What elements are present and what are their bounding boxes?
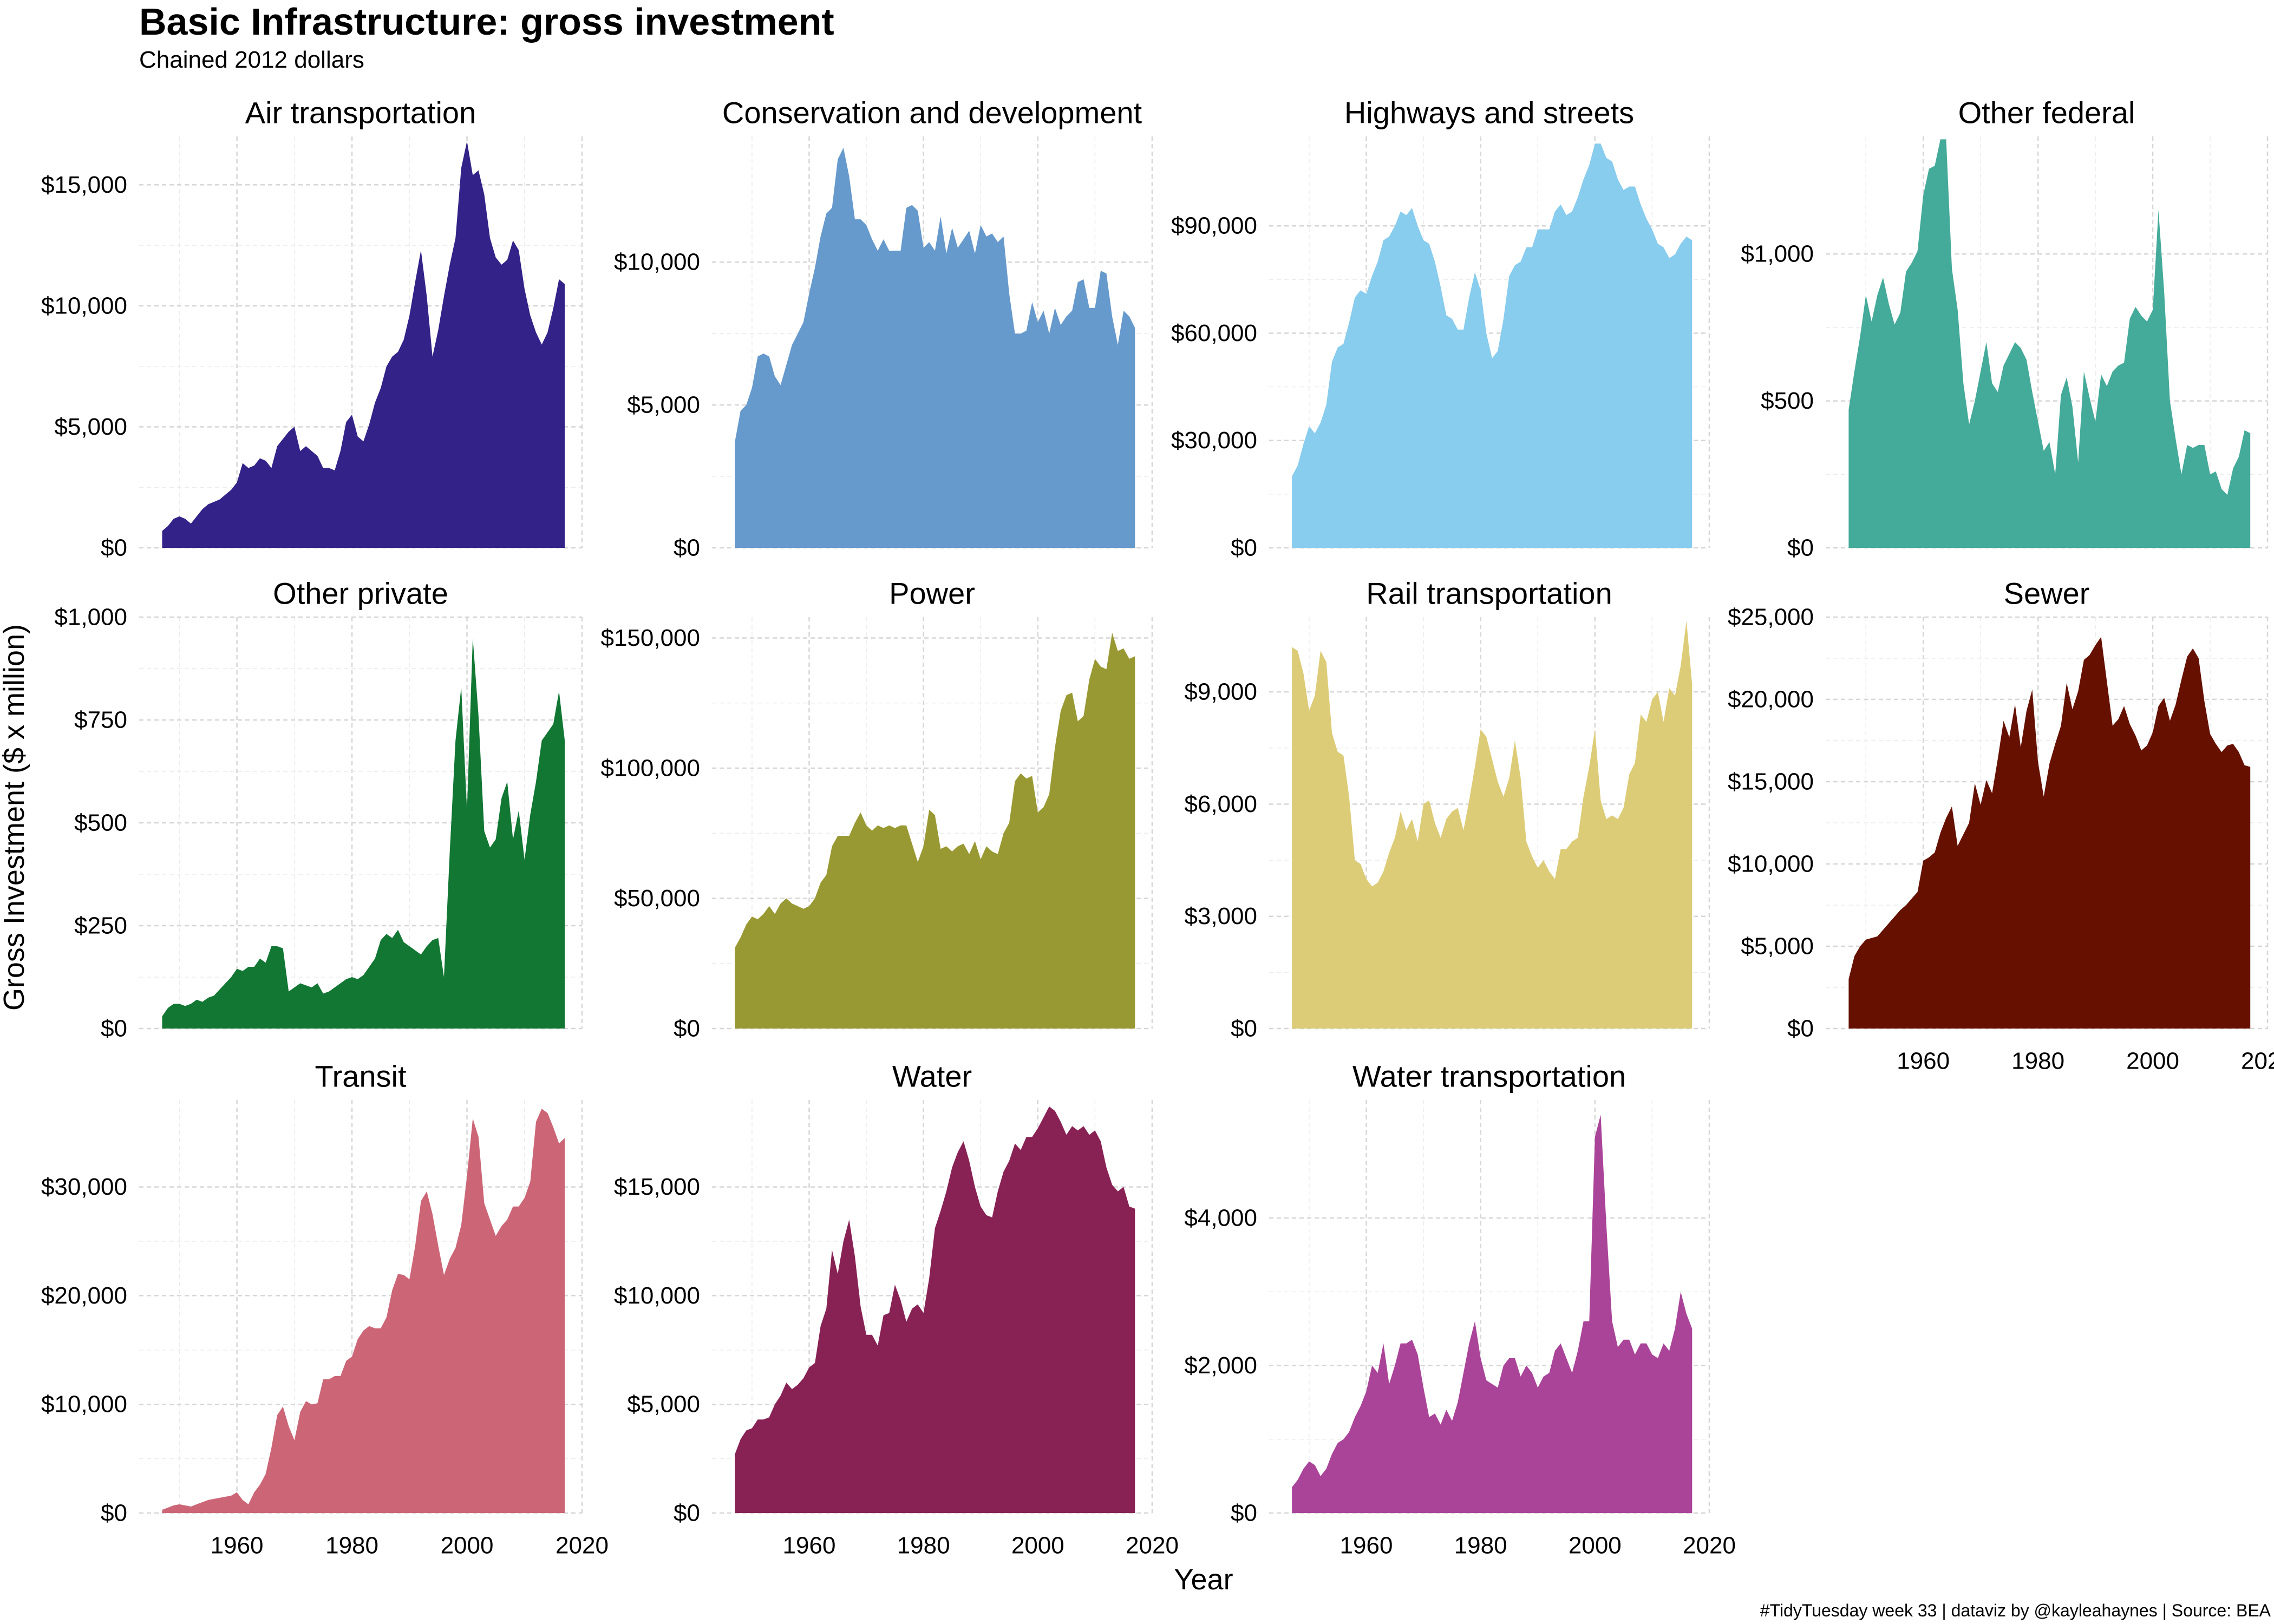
panel-conservation-and-development: Conservation and development $0 $5,000 $10,…: [614, 96, 1153, 561]
y-tick-label: $0: [1787, 535, 1814, 561]
chart-caption: #TidyTuesday week 33 | dataviz by @kayle…: [1760, 1601, 2271, 1620]
y-tick-label: $15,000: [614, 1174, 700, 1200]
panel-rail-transportation: Rail transportation $0 $3,000 $6,000 $9,000: [1184, 577, 1710, 1042]
panel-title: Other federal: [1958, 96, 2135, 130]
y-tick-label: $90,000: [1171, 213, 1257, 239]
y-tick-label: $3,000: [1184, 903, 1257, 929]
chart-title: Basic Infrastructure: gross investment: [139, 1, 834, 43]
area-series: [735, 632, 1135, 1029]
y-tick-label: $15,000: [41, 172, 127, 198]
y-tick-label: $10,000: [614, 1282, 700, 1309]
y-tick-label: $750: [74, 707, 127, 734]
panel-highways-and-streets: Highways and streets $0 $30,000 $60,000 $90,…: [1171, 96, 1710, 561]
y-tick-label: $6,000: [1184, 791, 1257, 817]
y-tick-label: $0: [674, 1016, 700, 1042]
y-tick-label: $0: [101, 1016, 127, 1042]
x-tick-label: 2020: [556, 1533, 609, 1559]
y-tick-label: $250: [74, 913, 127, 939]
area-series: [1292, 620, 1693, 1029]
area-series: [1292, 1115, 1693, 1513]
y-tick-label: $0: [101, 535, 127, 561]
x-tick-label: 1980: [1454, 1533, 1507, 1559]
y-tick-label: $0: [101, 1500, 127, 1527]
x-tick-label: 1960: [783, 1533, 836, 1559]
y-tick-label: $1,000: [1741, 241, 1814, 267]
y-tick-label: $60,000: [1171, 320, 1257, 346]
area-series: [1848, 139, 2251, 548]
panel-sewer: Sewer $0 $5,000 $10,000 $15,000 $20,000 $25,00…: [1728, 577, 2274, 1075]
y-tick-label: $50,000: [614, 885, 700, 912]
y-tick-label: $10,000: [614, 249, 700, 276]
x-tick-label: 2020: [1126, 1533, 1179, 1559]
y-tick-label: $1,000: [54, 604, 127, 631]
panel-title: Other private: [273, 577, 448, 611]
area-series: [162, 1109, 565, 1513]
area-series: [1848, 637, 2251, 1029]
y-tick-label: $5,000: [54, 414, 127, 440]
y-tick-label: $30,000: [41, 1174, 127, 1200]
area-series: [162, 638, 565, 1029]
y-tick-label: $0: [1787, 1016, 1814, 1042]
x-tick-label: 1960: [1340, 1533, 1393, 1559]
y-tick-label: $500: [1761, 388, 1814, 414]
x-tick-label: 1960: [1897, 1048, 1950, 1075]
x-tick-label: 1980: [897, 1533, 950, 1559]
x-axis-label: Year: [1174, 1563, 1233, 1596]
y-tick-label: $30,000: [1171, 427, 1257, 454]
y-tick-label: $0: [1231, 1500, 1257, 1527]
x-tick-label: 2020: [2241, 1048, 2274, 1075]
y-tick-label: $20,000: [41, 1282, 127, 1309]
y-tick-label: $5,000: [627, 1391, 700, 1418]
area-series: [162, 141, 565, 548]
y-axis-label: Gross Investment ($ x million): [0, 624, 30, 1011]
y-tick-label: $0: [674, 535, 700, 561]
x-tick-label: 2000: [1011, 1533, 1064, 1559]
panel-title: Air transportation: [245, 96, 476, 130]
x-tick-label: 1960: [211, 1533, 264, 1559]
panel-power: Power $0 $50,000 $100,000 $150,000: [600, 577, 1153, 1042]
panel-water-transportation: Water transportation $0 $2,000 $4,000 1960 19…: [1184, 1059, 1736, 1559]
y-tick-label: $5,000: [627, 392, 700, 418]
panel-title: Rail transportation: [1366, 577, 1612, 611]
y-tick-label: $0: [1231, 1016, 1257, 1042]
panel-title: Highways and streets: [1344, 96, 1634, 130]
panel-title: Conservation and development: [722, 96, 1142, 130]
y-tick-label: $5,000: [1741, 933, 1814, 960]
panel-title: Water: [892, 1059, 972, 1093]
x-tick-label: 2000: [441, 1533, 494, 1559]
y-tick-label: $0: [1231, 535, 1257, 561]
y-tick-label: $10,000: [41, 292, 127, 319]
y-tick-label: $100,000: [600, 755, 700, 781]
panel-air-transportation: Air transportation $0 $5,000 $10,000 $15,000: [41, 96, 583, 561]
x-tick-label: 2020: [1683, 1533, 1736, 1559]
area-series: [735, 1106, 1135, 1513]
y-tick-label: $500: [74, 810, 127, 836]
x-tick-label: 2000: [2126, 1048, 2179, 1075]
y-tick-label: $25,000: [1728, 604, 1814, 631]
y-tick-label: $20,000: [1728, 686, 1814, 713]
panel-other-federal: Other federal $0 $500 $1,000: [1741, 96, 2269, 561]
y-tick-label: $9,000: [1184, 679, 1257, 705]
y-tick-label: $10,000: [41, 1391, 127, 1418]
chart-subtitle: Chained 2012 dollars: [139, 47, 364, 73]
panel-title: Power: [889, 577, 975, 611]
panel-title: Sewer: [2004, 577, 2090, 611]
panel-water: Water $0 $5,000 $10,000 $15,000 1960 1980 2000 2…: [614, 1059, 1179, 1559]
y-tick-label: $4,000: [1184, 1205, 1257, 1232]
area-series: [1292, 143, 1693, 548]
x-tick-label: 1980: [325, 1533, 378, 1559]
y-tick-label: $150,000: [600, 625, 700, 651]
y-tick-label: $15,000: [1728, 769, 1814, 795]
panel-title: Water transportation: [1352, 1059, 1626, 1093]
panel-other-private: Other private $0 $250 $500 $750 $1,000: [54, 577, 583, 1042]
x-tick-label: 2000: [1569, 1533, 1622, 1559]
y-tick-label: $2,000: [1184, 1352, 1257, 1379]
panel-title: Transit: [315, 1059, 407, 1093]
y-tick-label: $0: [674, 1500, 700, 1527]
area-series: [735, 148, 1135, 548]
x-tick-label: 1980: [2011, 1048, 2064, 1075]
panel-transit: Transit $0 $10,000 $20,000 $30,000 1960 1980 20…: [41, 1059, 609, 1559]
y-tick-label: $10,000: [1728, 851, 1814, 878]
